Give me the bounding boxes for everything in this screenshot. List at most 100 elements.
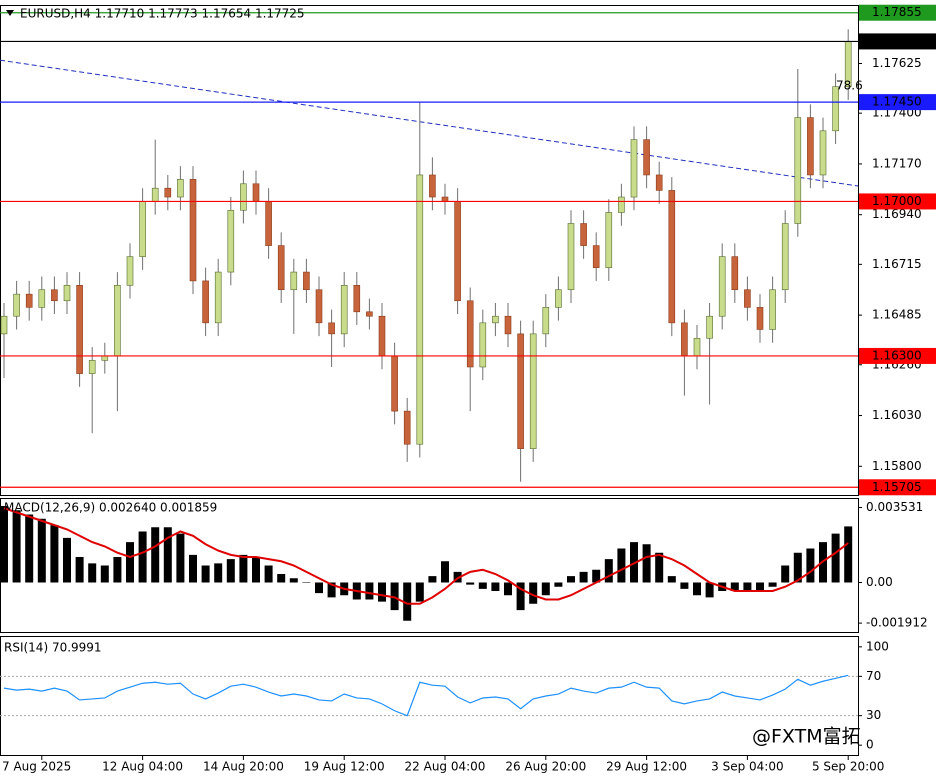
candle-body (366, 311, 373, 317)
candle-body (63, 285, 71, 302)
main-panel (0, 5, 859, 496)
candle-body (126, 256, 134, 286)
candle-body (542, 307, 550, 335)
candle-body (706, 315, 713, 339)
x-tick-label: 19 Aug 12:00 (304, 760, 385, 774)
rsi-tick-label: 70 (866, 669, 881, 683)
macd-signal (3, 507, 849, 605)
macd-bar (604, 559, 613, 583)
candle-body (315, 289, 323, 324)
level-tag (859, 4, 936, 21)
rsi-tick-label: 100 (866, 639, 889, 653)
macd-bar (403, 582, 412, 621)
macd-bar (264, 565, 273, 583)
x-tick-label: 3 Sep 04:00 (711, 760, 783, 774)
candle-body (643, 139, 650, 176)
candle-body (265, 201, 272, 246)
candle-body (353, 285, 361, 313)
candle-body (655, 174, 663, 191)
candle-body (756, 307, 764, 330)
macd-bar (504, 582, 512, 596)
candle-body (378, 315, 386, 357)
candle-body (781, 223, 789, 291)
candle-body (391, 355, 398, 412)
macd-bar (252, 557, 260, 583)
macd-bar (226, 559, 235, 583)
macd-bar (667, 576, 676, 583)
macd-bar (781, 565, 790, 583)
candle-body (177, 179, 184, 198)
candle-body (479, 322, 487, 368)
candle-body (555, 289, 562, 308)
macd-bar (705, 582, 714, 598)
macd-bar (592, 569, 601, 583)
macd-bar (189, 554, 197, 583)
candle-body (189, 179, 197, 282)
chart-title: EURUSD,H4 1.17710 1.17773 1.17654 1.1772… (20, 7, 305, 21)
macd-bar (365, 582, 374, 600)
macd-bar (0, 506, 8, 583)
x-tick-label: 5 Sep 20:00 (812, 760, 884, 774)
macd-bar (441, 561, 449, 583)
macd-bar (478, 582, 487, 589)
level-tag-label: 1.17725 (872, 34, 922, 48)
fib-label: 78.6 (836, 79, 863, 93)
y-tick-label: 1.16940 (872, 207, 922, 221)
macd-bar (100, 565, 109, 583)
trendline (0, 59, 859, 187)
candle-body (240, 183, 247, 211)
candle-body (618, 196, 625, 213)
macd-bar (302, 582, 311, 583)
macd-bar (730, 582, 739, 591)
level-tag-label: 1.17450 (872, 95, 922, 109)
macd-bar (491, 582, 500, 591)
macd-bar (88, 563, 97, 583)
macd-bar (415, 582, 424, 602)
macd-bar (151, 527, 160, 583)
candle-body (0, 315, 8, 335)
macd-bar (806, 548, 815, 583)
macd-bar (567, 576, 575, 583)
rsi-tick-label: 0 (866, 738, 874, 752)
level-tag-label: 1.16300 (872, 348, 922, 362)
candle-body (807, 117, 814, 176)
macd-label: MACD(12,26,9) 0.002640 0.001859 (4, 501, 217, 515)
macd-tick-label: -0.001912 (866, 616, 928, 630)
candle-body (303, 271, 310, 291)
macd-bar (743, 582, 752, 591)
candle-body (567, 223, 575, 291)
macd-bar (642, 544, 651, 583)
macd-bar (831, 533, 840, 583)
candle-body (429, 174, 436, 198)
macd-bar (756, 582, 764, 591)
candle-body (38, 289, 46, 308)
y-tick-label: 1.16030 (872, 408, 922, 422)
macd-bar (176, 533, 185, 583)
candle-body (416, 174, 424, 445)
rsi-tick-label: 30 (866, 708, 881, 722)
macd-bar (378, 582, 386, 602)
rsi-line (3, 674, 849, 717)
candle-body (227, 209, 235, 273)
macd-bar (793, 552, 802, 583)
level-tag-label: 1.17000 (872, 194, 922, 208)
macd-bar (63, 537, 71, 583)
macd-bar (239, 554, 248, 583)
candle-body (340, 285, 348, 335)
candle-body (88, 360, 96, 374)
candle-body (114, 285, 121, 357)
macd-tick-label: 0.00 (866, 575, 893, 589)
macd-bar (201, 565, 210, 583)
macd-bar (516, 582, 525, 611)
level-tag (859, 94, 936, 111)
macd-bar (214, 563, 223, 583)
macd-bar (37, 518, 46, 583)
candle-body (441, 196, 449, 202)
level-tag (859, 33, 936, 50)
candle-body (630, 139, 638, 198)
macd-bar (655, 552, 664, 583)
macd-bar (617, 548, 626, 583)
candle-body (403, 410, 411, 445)
macd-bar (25, 514, 34, 583)
